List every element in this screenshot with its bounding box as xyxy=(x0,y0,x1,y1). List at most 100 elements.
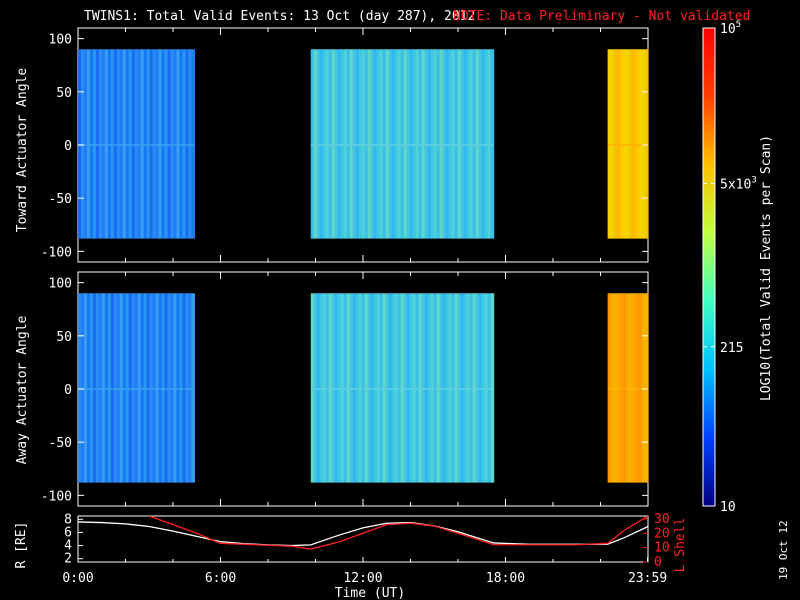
heatmap-column xyxy=(376,49,381,239)
heatmap-column xyxy=(149,293,154,483)
heatmap-column xyxy=(430,293,435,483)
heatmap-column xyxy=(644,49,649,239)
heatmap-column xyxy=(487,49,492,239)
heatmap-column xyxy=(176,293,181,483)
time-tick-label: 23:59 xyxy=(628,571,667,586)
heatmap-column xyxy=(364,293,369,483)
r-tick-label: 6 xyxy=(64,525,72,540)
heatmap-column xyxy=(361,293,366,483)
heatmap-column xyxy=(125,49,130,239)
heatmap-column xyxy=(173,49,178,239)
heatmap-column xyxy=(131,49,136,239)
heatmap-column xyxy=(155,293,160,483)
r-axis-label: R [RE] xyxy=(14,522,29,569)
heatmap-column xyxy=(185,293,190,483)
heatmap-column xyxy=(355,293,360,483)
heatmap-column xyxy=(113,293,118,483)
zero-angle-stripe xyxy=(78,388,195,390)
heatmap-column xyxy=(191,293,195,483)
heatmap-column xyxy=(448,49,453,239)
l-shell-axis-label: L Shell xyxy=(673,518,688,573)
colorbar-tick-label: 5x103 xyxy=(720,175,757,192)
heatmap-column xyxy=(487,293,492,483)
heatmap-column xyxy=(427,49,432,239)
heatmap-column xyxy=(328,293,333,483)
heatmap-column xyxy=(104,49,109,239)
heatmap-column xyxy=(409,49,414,239)
heatmap-column xyxy=(152,49,157,239)
heatmap-column xyxy=(116,49,121,239)
time-tick-label: 6:00 xyxy=(205,571,236,586)
y-tick-label: 50 xyxy=(56,86,72,101)
heatmap-column xyxy=(439,49,444,239)
heatmap-column xyxy=(110,293,115,483)
heatmap-column xyxy=(626,293,630,483)
heatmap-column xyxy=(388,49,393,239)
heatmap-column xyxy=(620,293,624,483)
heatmap-column xyxy=(152,293,157,483)
heatmap-column xyxy=(626,49,630,239)
heatmap-column xyxy=(629,293,634,483)
heatmap-column xyxy=(331,293,336,483)
heatmap-column xyxy=(143,293,148,483)
heatmap-column xyxy=(484,49,489,239)
y-tick-label: 0 xyxy=(64,383,72,398)
time-axis-label: Time (UT) xyxy=(335,586,405,600)
heatmap-column xyxy=(409,293,414,483)
heatmap-column xyxy=(391,49,396,239)
heatmap-column xyxy=(394,49,399,239)
heatmap-column xyxy=(373,49,378,239)
heatmap-column xyxy=(454,49,459,239)
heatmap-column xyxy=(400,49,405,239)
heatmap-column xyxy=(469,293,474,483)
heatmap-column xyxy=(607,293,612,483)
heatmap-column xyxy=(412,293,417,483)
heatmap-column xyxy=(122,293,127,483)
heatmap-column xyxy=(170,293,175,483)
heatmap-column xyxy=(167,49,172,239)
y-tick-label: -100 xyxy=(41,489,72,504)
heatmap-column xyxy=(188,49,192,239)
heatmap-column xyxy=(445,49,450,239)
heatmap-column xyxy=(472,49,477,239)
heatmap-column xyxy=(119,49,124,239)
heatmap-column xyxy=(490,49,495,239)
heatmap-column xyxy=(397,49,402,239)
heatmap-column xyxy=(310,49,315,239)
heatmap-column xyxy=(373,293,378,483)
heatmap-column xyxy=(128,293,133,483)
heatmap-column xyxy=(364,49,369,239)
heatmap-column xyxy=(451,49,456,239)
zero-angle-stripe xyxy=(310,388,494,390)
heatmap-column xyxy=(179,293,184,483)
heatmap-column xyxy=(616,49,621,239)
heatmap-column xyxy=(433,293,438,483)
heatmap-column xyxy=(328,49,333,239)
heatmap-column xyxy=(113,49,118,239)
heatmap-column xyxy=(107,49,112,239)
heatmap-column xyxy=(475,293,480,483)
orbit-frame xyxy=(77,515,649,563)
heatmap-column xyxy=(149,49,154,239)
heatmap-column xyxy=(460,49,465,239)
heatmap-column xyxy=(191,49,195,239)
heatmap-column xyxy=(95,49,100,239)
heatmap-column xyxy=(83,293,88,483)
heatmap-column xyxy=(463,49,468,239)
heatmap-column xyxy=(164,293,169,483)
heatmap-column xyxy=(78,293,82,483)
heatmap-column xyxy=(457,49,462,239)
heatmap-column xyxy=(134,293,139,483)
heatmap-column xyxy=(397,293,402,483)
heatmap-column xyxy=(107,293,112,483)
heatmap-column xyxy=(406,293,411,483)
away-angle-ylabel: Away Actuator Angle xyxy=(15,315,30,464)
heatmap-column xyxy=(367,49,372,239)
heatmap-column xyxy=(623,293,627,483)
heatmap-column xyxy=(155,49,160,239)
heatmap-column xyxy=(610,293,615,483)
heatmap-column xyxy=(632,293,637,483)
heatmap-column xyxy=(352,293,357,483)
page-title: TWINS1: Total Valid Events: 13 Oct (day … xyxy=(84,9,475,24)
